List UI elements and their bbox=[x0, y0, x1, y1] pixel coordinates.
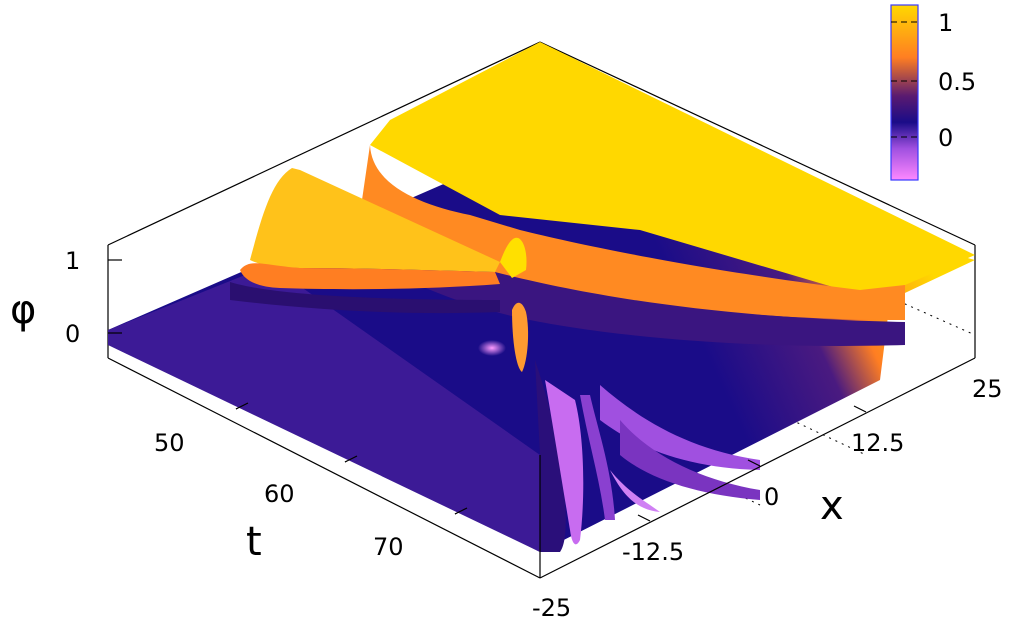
surface bbox=[108, 42, 975, 552]
colorbar-tick-label: 1 bbox=[938, 9, 953, 37]
colorbar: 1 0.5 0 bbox=[890, 4, 976, 181]
t-tick-label: 50 bbox=[154, 429, 185, 457]
z-tick-label: 0 bbox=[65, 320, 80, 348]
x-axis-label: x bbox=[820, 483, 844, 529]
z-axis-label: φ bbox=[10, 287, 36, 333]
z-tick-label: 1 bbox=[65, 247, 80, 275]
colorbar-tick-label: 0.5 bbox=[938, 68, 976, 96]
t-tick-label: 70 bbox=[373, 533, 404, 561]
t-tick-label: 60 bbox=[264, 480, 295, 508]
colorbar-scale bbox=[890, 4, 919, 181]
box-front bbox=[107, 357, 976, 579]
x-tick-label: 25 bbox=[972, 375, 1003, 403]
colorbar-tick-label: 0 bbox=[938, 124, 953, 152]
tick-marks bbox=[108, 259, 867, 522]
x-tick-label: 0 bbox=[764, 483, 779, 511]
t-axis-label: t bbox=[246, 519, 262, 565]
x-tick-label: -25 bbox=[532, 594, 571, 622]
x-tick-label: -12.5 bbox=[622, 538, 684, 566]
x-tick-label: 12.5 bbox=[851, 429, 904, 457]
